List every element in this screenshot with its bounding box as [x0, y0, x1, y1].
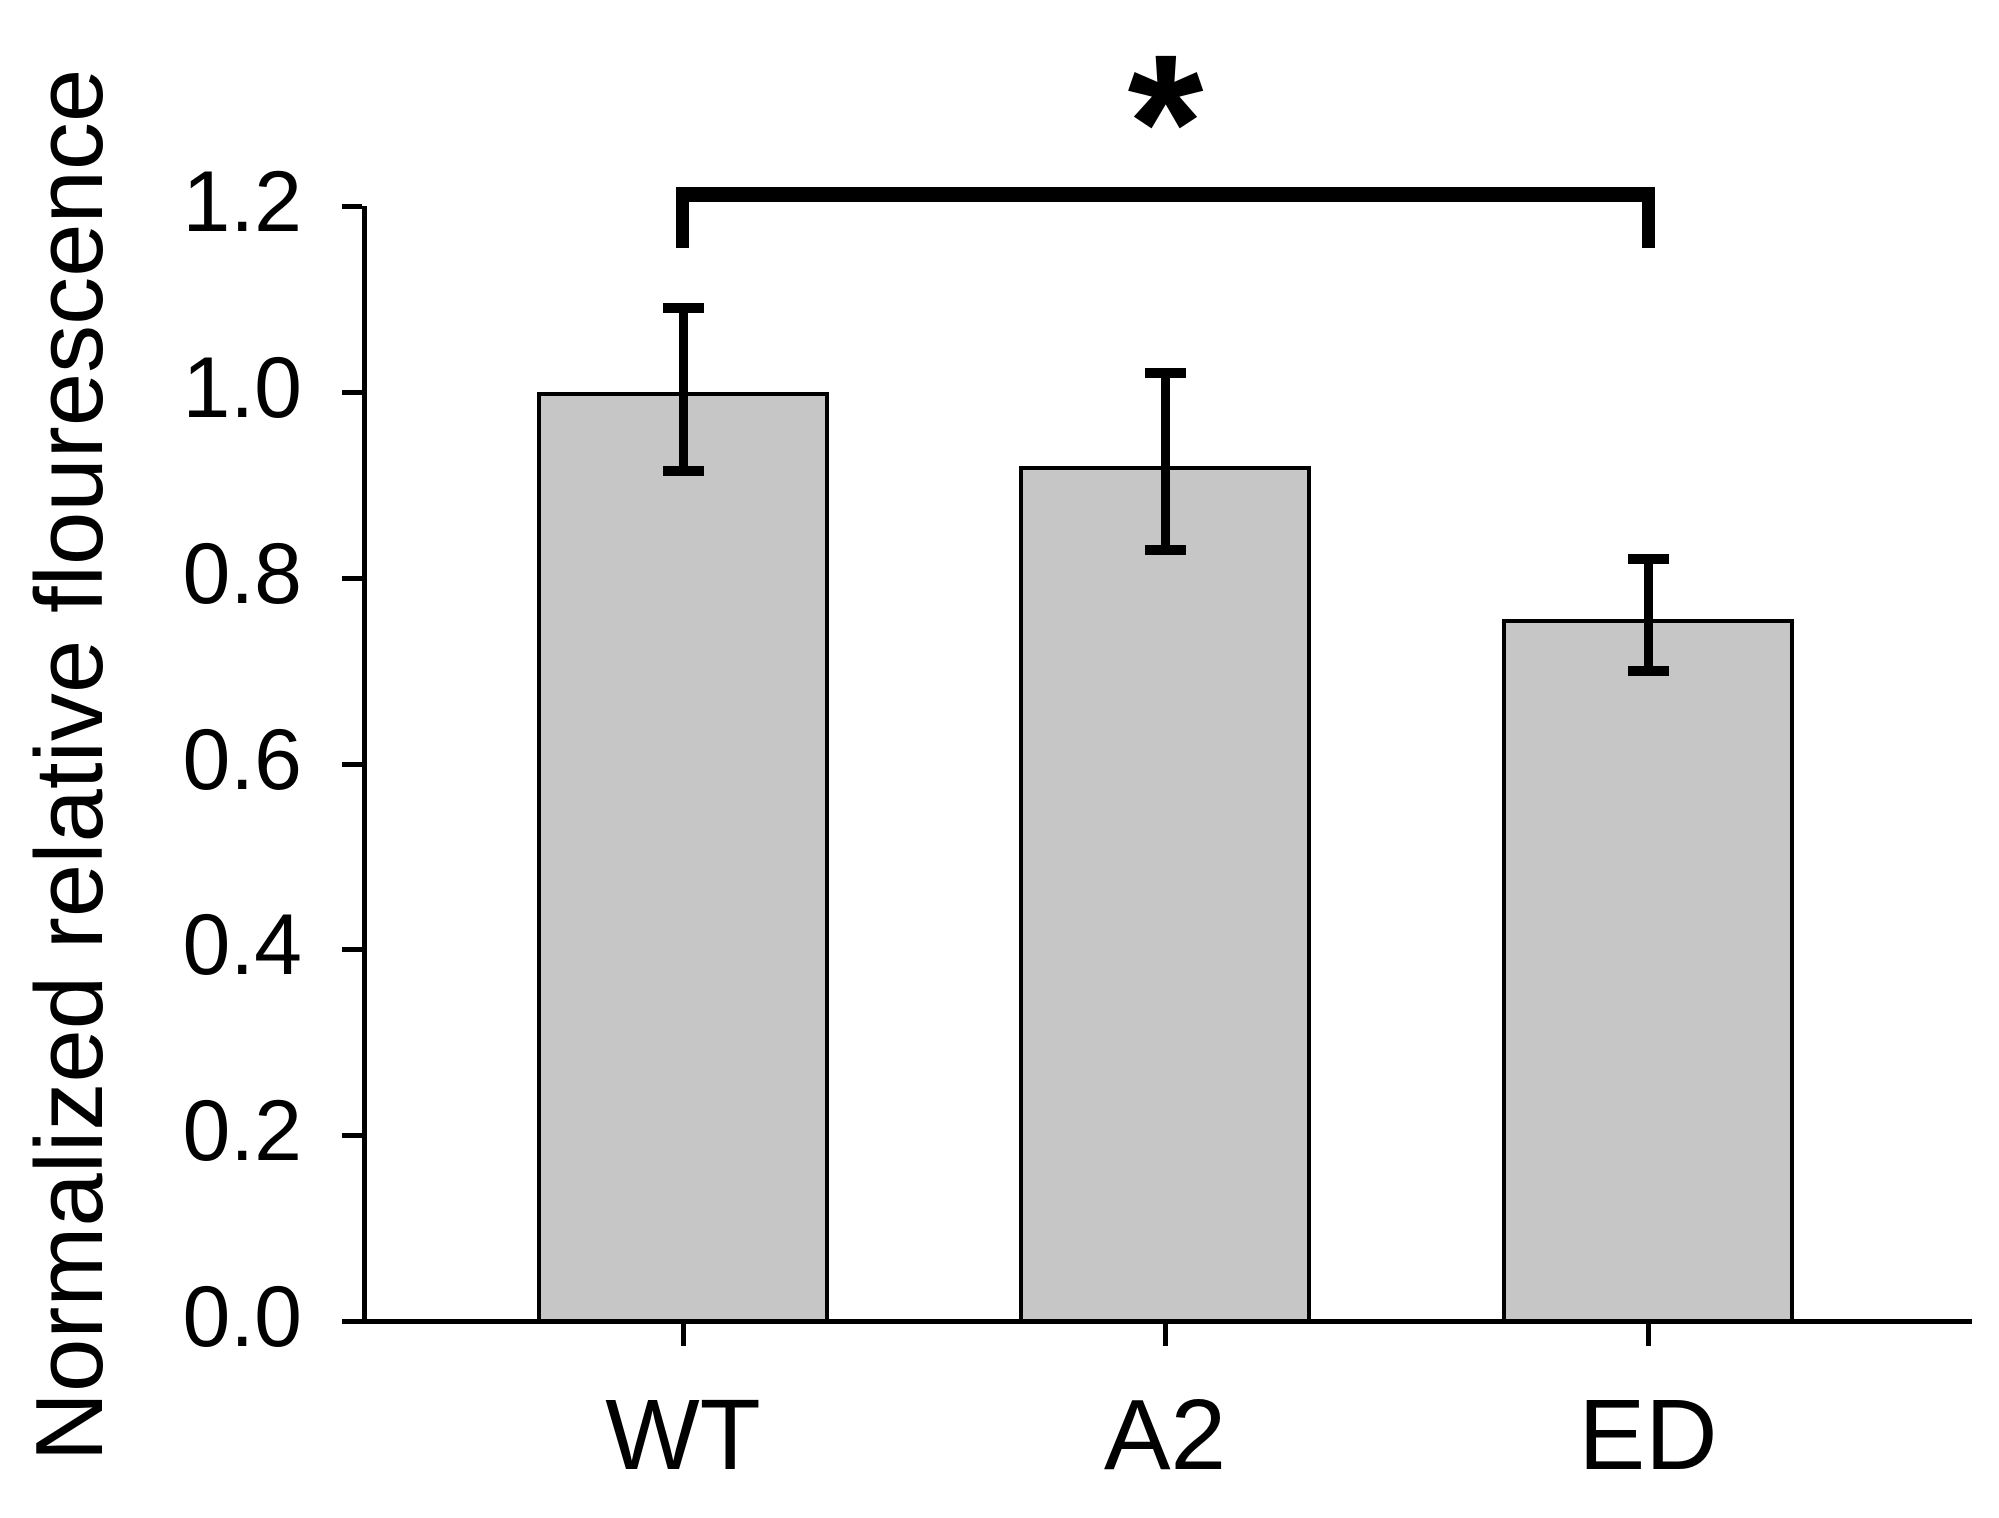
x-category-label: ED	[1578, 1379, 1718, 1491]
error-bar-line	[1644, 559, 1653, 671]
bar	[1019, 466, 1311, 1323]
y-tick-label: 0.6	[182, 711, 302, 808]
error-bar-cap-bottom	[1628, 665, 1669, 676]
y-axis-line	[362, 206, 367, 1324]
y-tick	[342, 947, 362, 953]
error-bar-cap-top	[1145, 368, 1186, 379]
y-tick	[342, 389, 362, 395]
y-tick-label: 0.2	[182, 1083, 302, 1180]
error-bar-cap-top	[663, 303, 704, 314]
y-tick	[342, 761, 362, 767]
y-tick	[342, 1319, 362, 1324]
error-bar-cap-bottom	[1145, 544, 1186, 555]
error-bar-line	[679, 308, 688, 471]
x-tick	[681, 1324, 686, 1346]
significance-asterisk: *	[1127, 14, 1204, 232]
y-tick-label: 0.0	[182, 1269, 302, 1365]
y-tick	[342, 1133, 362, 1139]
error-bar-cap-top	[1628, 554, 1669, 565]
x-category-label: A2	[1103, 1379, 1227, 1491]
significance-bracket	[676, 187, 1655, 248]
y-tick-label: 0.8	[182, 525, 302, 622]
bar	[1502, 619, 1794, 1323]
error-bar-cap-bottom	[663, 465, 704, 476]
bar	[537, 391, 829, 1323]
x-category-label: WT	[605, 1379, 761, 1491]
y-tick	[342, 575, 362, 581]
x-tick	[1163, 1324, 1168, 1346]
y-tick-label: 1.0	[182, 339, 302, 436]
y-tick	[342, 204, 362, 209]
x-tick	[1646, 1324, 1651, 1346]
error-bar-line	[1161, 373, 1170, 550]
y-tick-label: 1.2	[182, 154, 302, 250]
y-tick-label: 0.4	[182, 897, 302, 994]
